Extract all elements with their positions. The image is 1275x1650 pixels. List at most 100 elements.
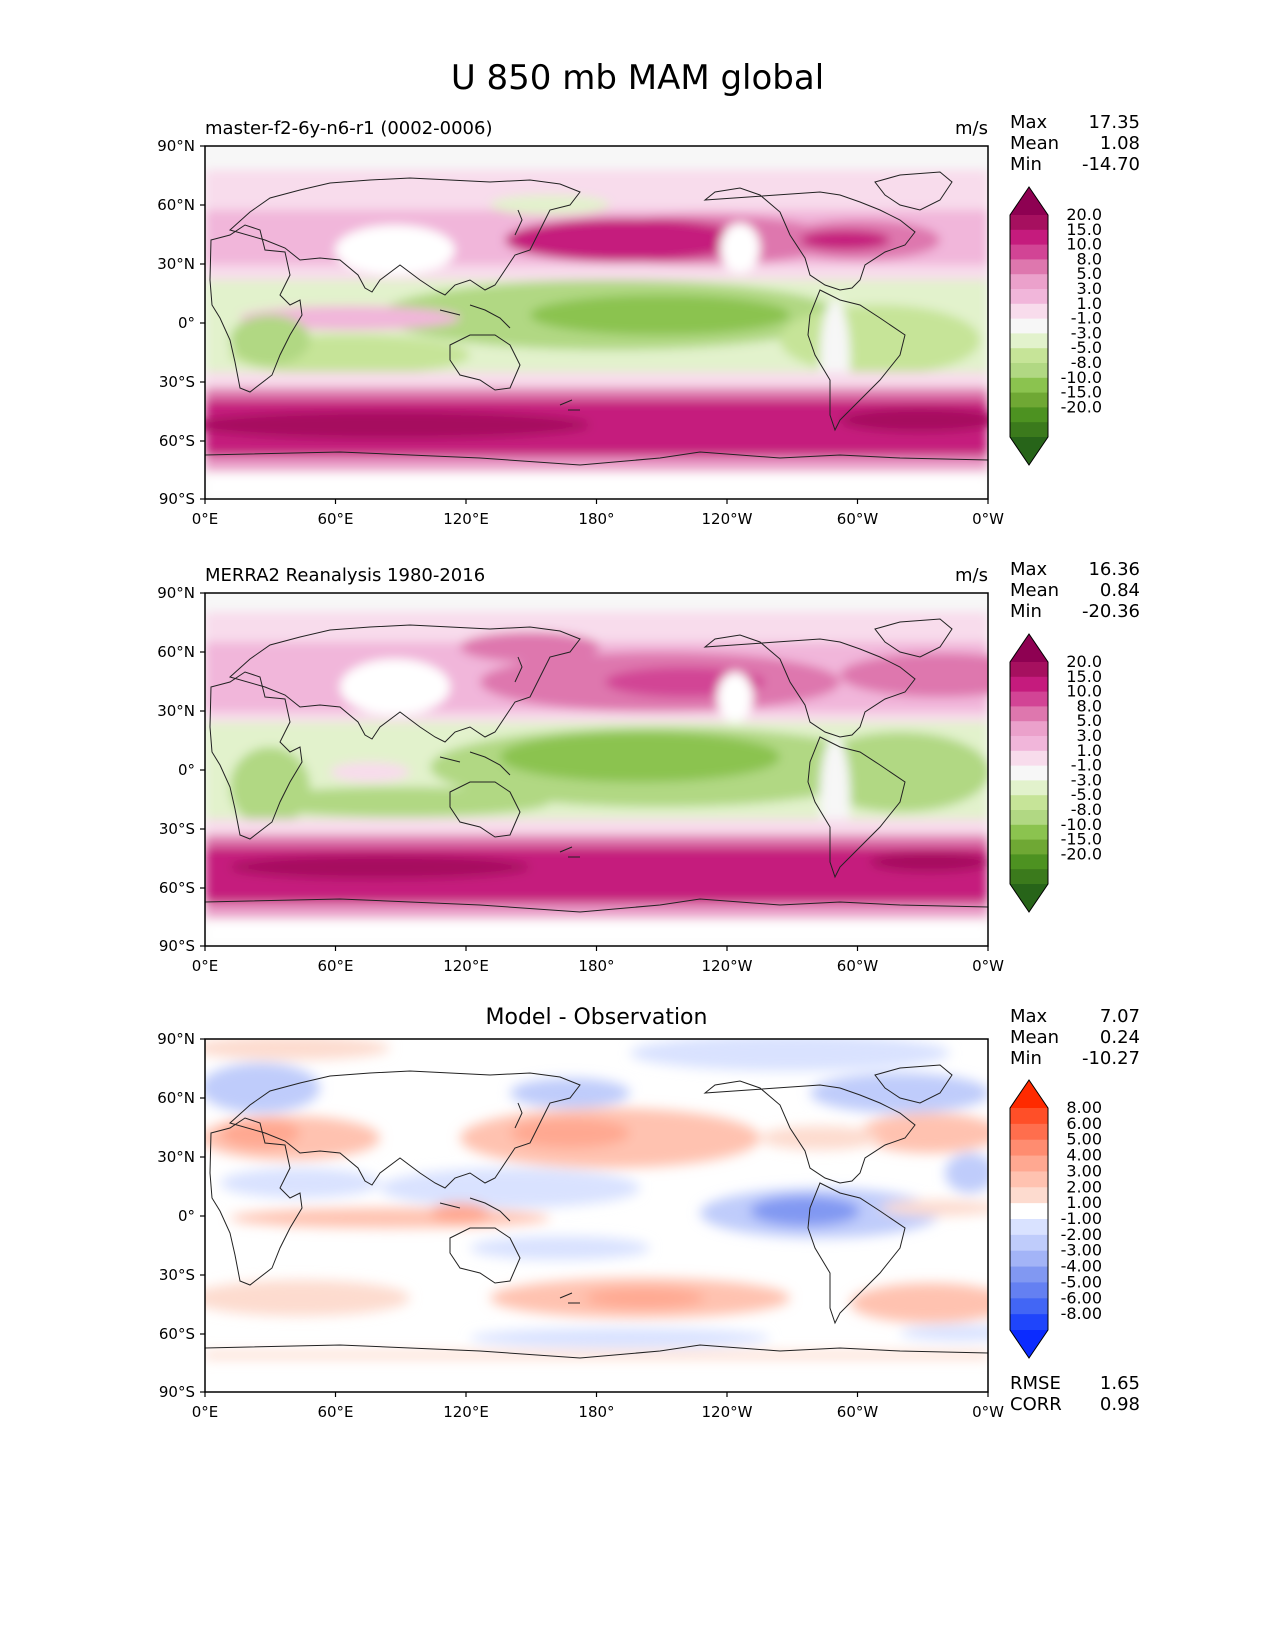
- lat-tick-label: 90°N: [157, 587, 195, 602]
- colorbar-tick-label: 1.0: [1077, 741, 1102, 760]
- panel-2-title: MERRA2 Reanalysis 1980-2016: [205, 565, 486, 586]
- panel-3-stat-mean: Mean 0.24: [1010, 1027, 1140, 1048]
- colorbar-swatch: [1010, 810, 1048, 826]
- stat-label: Min: [1010, 154, 1042, 175]
- colorbar-swatch: [1010, 289, 1048, 305]
- lon-tick-label: 120°E: [443, 957, 489, 975]
- colorbar-tick-label: -3.00: [1061, 1241, 1102, 1260]
- colorbar-extension-top: [1010, 187, 1048, 215]
- colorbar-tick-label: -5.00: [1061, 1272, 1102, 1291]
- colorbar-tick-label: -3.0: [1071, 770, 1102, 789]
- colorbar-swatch: [1010, 392, 1048, 408]
- colorbar-swatch: [1010, 1139, 1048, 1157]
- lat-tick-label: 30°N: [157, 1148, 195, 1166]
- lon-tick-label: 120°W: [702, 1403, 753, 1421]
- stat-value: 0.24: [1099, 1027, 1140, 1048]
- colorbar-swatch: [1010, 348, 1048, 364]
- colorbar-outline: [1009, 186, 1049, 466]
- lon-tick-label: 60°W: [837, 510, 879, 528]
- colorbar-swatch: [1010, 407, 1048, 423]
- colorbar-swatch: [1010, 215, 1048, 231]
- panel-1-coastlines: [204, 171, 989, 466]
- colorbar-swatch: [1010, 303, 1048, 320]
- colorbar-swatch: [1010, 1219, 1048, 1236]
- colorbar-tick-label: 15.0: [1066, 220, 1102, 239]
- panel-1-title: master-f2-6y-n6-r1 (0002-0006): [205, 118, 493, 139]
- colorbar-tick-label: 10.0: [1066, 682, 1102, 701]
- colorbar-tick-label: 15.0: [1066, 667, 1102, 686]
- lon-tick-label: 60°W: [837, 1403, 879, 1421]
- metric-label: CORR: [1010, 1394, 1062, 1415]
- colorbar-tick-label: 3.0: [1077, 726, 1102, 745]
- colorbar-tick-label: -8.0: [1071, 800, 1102, 819]
- colorbar-tick-label: 3.00: [1066, 1161, 1102, 1180]
- colorbar-tick-label: -20.0: [1061, 844, 1102, 863]
- colorbar-swatch: [1010, 422, 1048, 438]
- stat-label: Min: [1010, 601, 1042, 622]
- colorbar-swatch: [1010, 691, 1048, 707]
- lon-tick-label: 120°W: [702, 510, 753, 528]
- lat-tick-label: 60°N: [157, 1089, 195, 1107]
- colorbar-swatch: [1010, 839, 1048, 855]
- colorbar-tick-label: 8.0: [1077, 696, 1102, 715]
- panel-3-lat-axis: 90°N 60°N 30°N 0° 30°S 60°S 90°S: [157, 1033, 205, 1401]
- colorbar-tick-label: 8.00: [1066, 1098, 1102, 1117]
- colorbar-tick-label: -2.00: [1061, 1225, 1102, 1244]
- lat-tick-label: 60°S: [159, 1325, 195, 1343]
- panel-2-colorbar: 20.015.010.08.05.03.01.0-1.0-3.0-5.0-8.0…: [1009, 633, 1102, 913]
- colorbar-swatch: [1010, 259, 1048, 275]
- stat-label: Min: [1010, 1048, 1042, 1069]
- lon-tick-label: 0°E: [192, 957, 219, 975]
- stat-label: Mean: [1010, 133, 1060, 154]
- panel-2-coastlines: [204, 618, 989, 913]
- colorbar-swatch: [1010, 1203, 1048, 1220]
- colorbar-tick-label: 5.0: [1077, 711, 1102, 730]
- colorbar-tick-label: 6.00: [1066, 1114, 1102, 1133]
- colorbar-tick-label: -8.00: [1061, 1304, 1102, 1323]
- colorbar-extension-top: [1010, 634, 1048, 662]
- stat-label: Max: [1010, 559, 1048, 580]
- colorbar-swatch: [1010, 854, 1048, 870]
- panel-1-stat-max: Max 17.35: [1010, 112, 1140, 133]
- colorbar-extension-bottom: [1010, 437, 1048, 465]
- panel-3-coastlines: [204, 1064, 989, 1359]
- panel-1-stat-mean: Mean 1.08: [1010, 133, 1140, 154]
- colorbar-extension-bottom: [1010, 1330, 1048, 1358]
- stat-value: -10.27: [1081, 1048, 1140, 1069]
- panel-3-map: 90°N 60°N 30°N 0° 30°S 60°S 90°S 0°E 60°…: [157, 1033, 1004, 1421]
- colorbar-swatch: [1010, 1250, 1048, 1268]
- colorbar-swatch: [1010, 1171, 1048, 1188]
- panel-1-colorbar: 20.015.010.08.05.03.01.0-1.0-3.0-5.0-8.0…: [1009, 186, 1102, 466]
- stat-value: 0.84: [1099, 580, 1140, 601]
- lat-tick-label: 90°S: [159, 1383, 195, 1401]
- lat-tick-label: 90°N: [157, 140, 195, 155]
- colorbar-swatch: [1010, 736, 1048, 752]
- panel-1-lat-axis: 90°N 60°N 30°N 0° 30°S 60°S 90°S: [157, 140, 205, 508]
- stat-value: 7.07: [1099, 1006, 1140, 1027]
- colorbar-tick-label: -4.00: [1061, 1257, 1102, 1276]
- colorbar-tick-label: -1.0: [1071, 309, 1102, 328]
- colorbar-tick-label: -10.0: [1061, 815, 1102, 834]
- stat-value: -14.70: [1081, 154, 1140, 175]
- figure-title: U 850 mb MAM global: [450, 58, 825, 98]
- stat-label: Max: [1010, 112, 1048, 133]
- colorbar-tick-label: 20.0: [1066, 652, 1102, 671]
- colorbar-swatch: [1010, 869, 1048, 885]
- lon-tick-label: 60°E: [317, 957, 353, 975]
- lat-tick-label: 0°: [178, 314, 195, 332]
- colorbar-swatch: [1010, 1314, 1048, 1331]
- colorbar-tick-label: -5.0: [1071, 785, 1102, 804]
- panel-1-lon-axis: 0°E 60°E 120°E 180° 120°W 60°W 0°W: [192, 499, 1004, 528]
- lon-tick-label: 120°E: [443, 510, 489, 528]
- stat-value: 16.36: [1088, 559, 1140, 580]
- lon-tick-label: 0°E: [192, 510, 219, 528]
- colorbar-tick-label: 20.0: [1066, 205, 1102, 224]
- panel-2-map: 90°N 60°N 30°N 0° 30°S 60°S 90°S 0°E 60°…: [157, 587, 1004, 975]
- lat-tick-label: 30°S: [159, 820, 195, 838]
- lat-tick-label: 60°N: [157, 643, 195, 661]
- metric-label: RMSE: [1010, 1373, 1061, 1394]
- colorbar-tick-label: -1.00: [1061, 1209, 1102, 1228]
- colorbar-tick-label: -20.0: [1061, 397, 1102, 416]
- panel-1-map: 90°N 60°N 30°N 0° 30°S 60°S 90°S 0°E 60°…: [157, 140, 1004, 528]
- stat-value: 1.08: [1099, 133, 1140, 154]
